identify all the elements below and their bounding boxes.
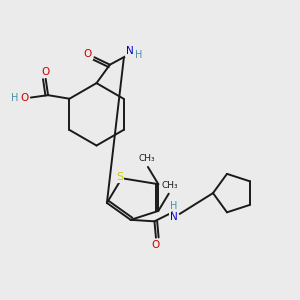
Text: N: N (126, 46, 134, 56)
Text: CH₃: CH₃ (162, 181, 178, 190)
Text: O: O (152, 240, 160, 250)
Text: O: O (84, 49, 92, 59)
Text: O: O (42, 67, 50, 77)
Text: CH₃: CH₃ (138, 154, 155, 164)
Text: N: N (170, 212, 178, 222)
Text: S: S (117, 172, 124, 182)
Text: H: H (11, 92, 18, 103)
Text: O: O (20, 92, 29, 103)
Text: H: H (170, 201, 178, 211)
Text: H: H (135, 50, 142, 60)
